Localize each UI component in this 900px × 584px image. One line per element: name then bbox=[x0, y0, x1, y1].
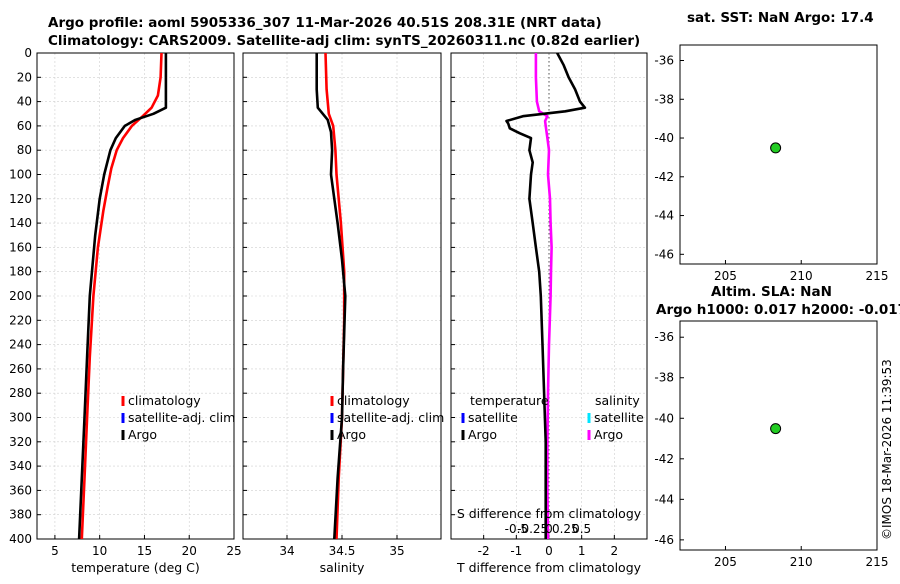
map-x-tick-label: 210 bbox=[790, 269, 813, 283]
figure-title-line2: Climatology: CARS2009. Satellite-adj cli… bbox=[48, 33, 640, 49]
x-tick-label: 0 bbox=[545, 544, 553, 558]
x-tick-label: 5 bbox=[51, 544, 59, 558]
sst-map-panel: -36 -38 -40 -42 -44 -46 205 210 215 bbox=[654, 44, 889, 283]
x-tick-label: 10 bbox=[92, 544, 107, 558]
map-y-tick-label: -38 bbox=[654, 92, 674, 106]
y-tick-label: 360 bbox=[9, 483, 32, 497]
map-y-tick-label: -40 bbox=[654, 131, 674, 145]
diff-temp-legend-header: temperature bbox=[470, 393, 549, 408]
temp-climatology-line bbox=[80, 52, 163, 540]
x-tick-label: 34 bbox=[279, 544, 294, 558]
sla-map-panel: -36 -38 -40 -42 -44 -46 205 210 215 bbox=[654, 320, 889, 569]
x-axis-label: temperature (deg C) bbox=[71, 560, 200, 575]
y-tick-label: 400 bbox=[9, 532, 32, 546]
map2-title-line1: Altim. SLA: NaN bbox=[711, 284, 832, 300]
map-y-tick-label: -44 bbox=[654, 492, 674, 506]
map-x-tick-label: 210 bbox=[790, 555, 813, 569]
x-tick-label: 1 bbox=[578, 544, 586, 558]
y-tick-label: 260 bbox=[9, 362, 32, 376]
x-tick-label: 34.5 bbox=[329, 544, 356, 558]
y-tick-label: 380 bbox=[9, 508, 32, 522]
y-tick-label: 300 bbox=[9, 411, 32, 425]
salinity-diff-tick-label: 0.5 bbox=[572, 522, 591, 536]
map-y-tick-label: -36 bbox=[654, 330, 674, 344]
x-tick-label: 15 bbox=[137, 544, 152, 558]
sal-legend-label: Argo bbox=[337, 427, 366, 442]
diff-sal-legend-label: satellite bbox=[594, 410, 644, 425]
temp-legend-label: climatology bbox=[128, 393, 201, 408]
sal-legend-label: satellite-adj. clim bbox=[337, 410, 444, 425]
map-frame bbox=[679, 320, 878, 551]
map-y-tick-label: -46 bbox=[654, 533, 674, 547]
map-x-tick-label: 215 bbox=[866, 555, 889, 569]
diff-temp-legend-label: satellite bbox=[468, 410, 518, 425]
map-y-tick-label: -46 bbox=[654, 247, 674, 261]
map2-title-line2: Argo h1000: 0.017 h2000: -0.017 bbox=[656, 302, 900, 318]
y-tick-label: 220 bbox=[9, 313, 32, 327]
sal-argo-line bbox=[315, 53, 347, 540]
y-tick-label: 80 bbox=[17, 143, 32, 157]
x-axis-label: salinity bbox=[320, 560, 365, 575]
profile-panel-3: -2 -1 0 1 2 T difference from climatology S di… bbox=[450, 52, 648, 575]
x-tick-label: 20 bbox=[182, 544, 197, 558]
y-tick-label: 340 bbox=[9, 459, 32, 473]
diff-sal-legend-label: Argo bbox=[594, 427, 623, 442]
salinity-diff-tick-label: 0 bbox=[545, 522, 553, 536]
profile-panel-2: 34 34.5 35 salinity climatology satellite-adj… bbox=[242, 52, 444, 575]
x-tick-label: 35 bbox=[389, 544, 404, 558]
y-tick-label: 280 bbox=[9, 386, 32, 400]
y-tick-label: 180 bbox=[9, 265, 32, 279]
y-tick-label: 140 bbox=[9, 216, 32, 230]
y-tick-label: 20 bbox=[17, 70, 32, 84]
plot-area: 0204060801001201401601802002202402602803… bbox=[9, 44, 889, 575]
argo-location-marker bbox=[770, 142, 782, 154]
y-tick-label: 200 bbox=[9, 289, 32, 303]
diff-temp-legend-label: Argo bbox=[468, 427, 497, 442]
map-frame bbox=[679, 44, 878, 265]
x-tick-label: -2 bbox=[478, 544, 490, 558]
x-axis-label: T difference from climatology bbox=[456, 560, 642, 575]
salinity-diff-tick-label: -0.5 bbox=[505, 522, 528, 536]
map-y-tick-label: -40 bbox=[654, 411, 674, 425]
y-tick-label: 40 bbox=[17, 95, 32, 109]
map1-title: sat. SST: NaN Argo: 17.4 bbox=[687, 10, 874, 26]
profile-panel-1: 0 20 40 60 80 100 120 140 160 180 200 220 240 260 280 3… bbox=[9, 46, 242, 575]
map-x-tick-label: 205 bbox=[714, 269, 737, 283]
temp-argo-line bbox=[77, 53, 168, 540]
map-y-tick-label: -42 bbox=[654, 452, 674, 466]
salinity-diff-axis-label: S difference from climatology bbox=[457, 506, 642, 521]
argo-location-marker bbox=[770, 423, 782, 435]
y-tick-label: 320 bbox=[9, 435, 32, 449]
map-y-tick-label: -44 bbox=[654, 209, 674, 223]
y-tick-label: 240 bbox=[9, 338, 32, 352]
y-tick-label: 100 bbox=[9, 168, 32, 182]
map-x-tick-label: 205 bbox=[714, 555, 737, 569]
diff-sal-legend-header: salinity bbox=[595, 393, 640, 408]
x-tick-label: 2 bbox=[611, 544, 619, 558]
map-y-tick-label: -38 bbox=[654, 371, 674, 385]
x-tick-label: 25 bbox=[226, 544, 241, 558]
sal-legend-label: climatology bbox=[337, 393, 410, 408]
temp-legend-label: Argo bbox=[128, 427, 157, 442]
y-tick-label: 160 bbox=[9, 240, 32, 254]
imos-timestamp: ©IMOS 18-Mar-2026 11:39:53 bbox=[880, 359, 894, 540]
diff-temp-argo-line bbox=[505, 52, 587, 539]
y-tick-label: 120 bbox=[9, 192, 32, 206]
y-tick-label: 0 bbox=[24, 46, 32, 60]
diff-salinity-argo-line bbox=[534, 53, 553, 540]
y-tick-label: 60 bbox=[17, 119, 32, 133]
x-tick-label: -1 bbox=[510, 544, 522, 558]
salinity-diff-tick-label: -0.25 bbox=[517, 522, 548, 536]
figure-title-line1: Argo profile: aoml 5905336_307 11-Mar-20… bbox=[48, 15, 602, 31]
map-y-tick-label: -42 bbox=[654, 170, 674, 184]
temp-legend-label: satellite-adj. clim bbox=[128, 410, 235, 425]
salinity-diff-tick-label: 0.25 bbox=[552, 522, 579, 536]
map-y-tick-label: -36 bbox=[654, 54, 674, 68]
map-x-tick-label: 215 bbox=[866, 269, 889, 283]
